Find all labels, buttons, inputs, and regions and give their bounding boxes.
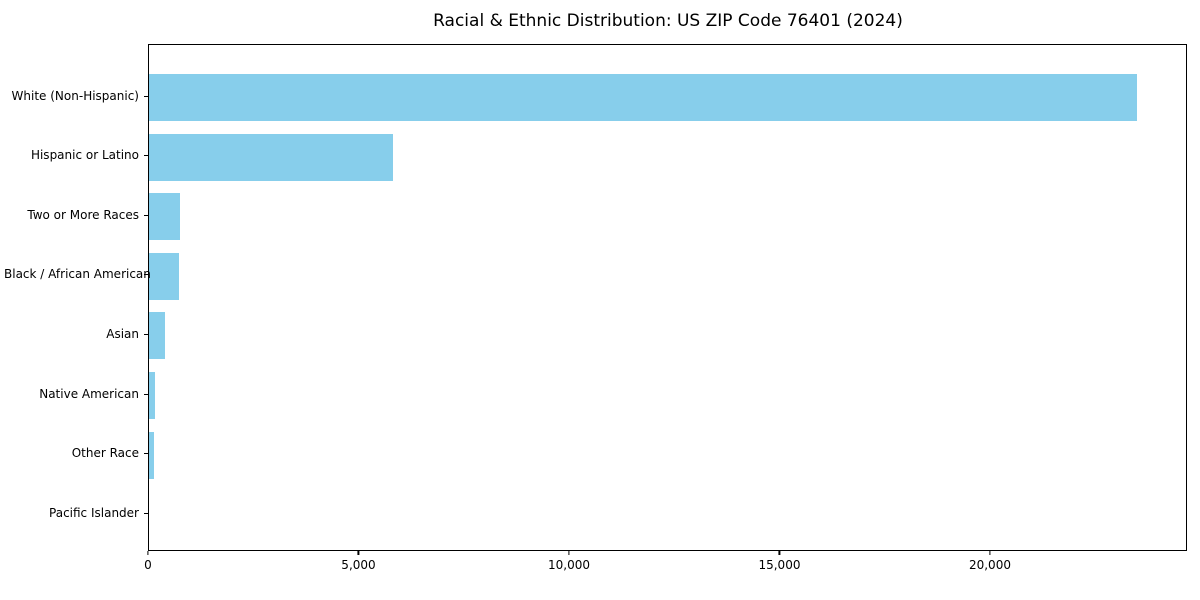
bar-white-non-hispanic — [149, 74, 1138, 121]
y-label: Two or More Races — [27, 207, 139, 222]
x-tick-mark — [147, 551, 149, 555]
y-label: Native American — [39, 386, 139, 401]
y-tick-mark — [144, 393, 148, 395]
y-label-row: White (Non-Hispanic) — [0, 89, 148, 105]
y-tick-mark — [144, 274, 148, 276]
y-label-row: Asian — [0, 327, 148, 343]
y-label: Other Race — [71, 446, 139, 461]
y-label-row: Other Race — [0, 446, 148, 462]
y-label-row: Pacific Islander — [0, 506, 148, 522]
x-axis-ticks: 0 5,000 10,000 15,000 20,000 — [144, 551, 1187, 583]
y-label-row: Two or More Races — [0, 208, 148, 224]
bar-hispanic-or-latino — [149, 133, 394, 181]
y-label-row: Hispanic or Latino — [0, 148, 148, 164]
chart-title: Racial & Ethnic Distribution: US ZIP Cod… — [433, 11, 903, 31]
x-tick-label: 15,000 — [758, 558, 801, 572]
y-label-row: Black / African American — [0, 267, 151, 283]
x-tick-label: 20,000 — [968, 558, 1011, 572]
y-label: Black / African American — [4, 267, 151, 282]
bar-asian — [149, 312, 166, 360]
x-tick-label: 10,000 — [547, 558, 590, 572]
y-tick-mark — [144, 333, 148, 336]
x-tick-mark — [778, 551, 781, 555]
x-tick-mark — [357, 551, 360, 555]
y-label: White (Non-Hispanic) — [11, 88, 139, 103]
bar-two-or-more-races — [149, 193, 181, 241]
y-label: Asian — [106, 326, 139, 341]
x-tick-label: 5,000 — [341, 558, 376, 572]
plot-area — [148, 44, 1187, 551]
y-tick-mark — [144, 512, 148, 514]
y-axis-labels: White (Non-Hispanic) Hispanic or Latino Tw… — [0, 44, 151, 551]
x-tick-mark — [989, 551, 991, 555]
y-tick-mark — [144, 155, 148, 157]
bar-black-african-american — [149, 252, 180, 300]
y-tick-mark — [144, 453, 148, 455]
bar-native-american — [149, 372, 156, 419]
y-label-row: Native American — [0, 387, 148, 403]
y-label: Pacific Islander — [49, 505, 139, 520]
y-tick-mark — [144, 214, 148, 216]
x-tick-mark — [568, 551, 570, 555]
x-tick-label: 0 — [144, 558, 152, 572]
y-label: Hispanic or Latino — [30, 148, 139, 163]
y-tick-mark — [144, 95, 148, 97]
bar-other-race — [149, 431, 155, 479]
